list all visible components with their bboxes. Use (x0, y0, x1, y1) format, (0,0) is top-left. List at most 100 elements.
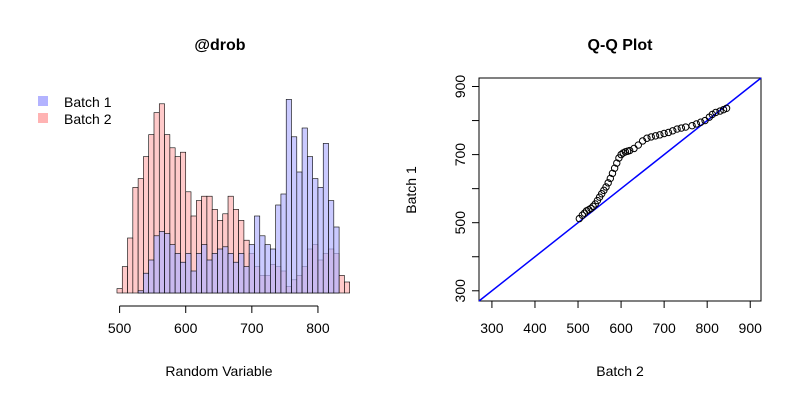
qq-x-tick-label-1: 400 (523, 320, 547, 336)
batch-1-bar-36 (317, 187, 324, 294)
batch-2-bar-43 (344, 281, 350, 294)
qq-y-tick-label-3: 900 (452, 75, 468, 99)
histogram-x-tick-label-1: 600 (174, 320, 198, 336)
qq-point-44 (716, 107, 724, 115)
qq-point-13 (604, 179, 612, 187)
batch-1-bar-2 (137, 290, 144, 294)
batch-1-bar-22 (243, 266, 250, 294)
qq-point-1 (578, 211, 587, 219)
batch-1-bar-25 (259, 235, 266, 294)
qq-point-6 (589, 202, 597, 211)
batch-1-bar-4 (148, 259, 155, 294)
batch-1-bar-15 (206, 259, 213, 294)
batch-1-bar-10 (180, 261, 187, 294)
qq-point-12 (602, 183, 610, 191)
batch-1-bar-3 (143, 272, 150, 294)
batch-1-bar-23 (248, 244, 255, 294)
batch-1-bar-5 (153, 235, 160, 294)
qq-point-38 (692, 120, 701, 128)
qq-x-axis-label: Batch 2 (596, 363, 644, 379)
qq-point-29 (651, 132, 660, 140)
batch-2-bar-5 (143, 156, 150, 294)
batch-1-bar-17 (217, 248, 224, 294)
qq-y-tick-label-0: 300 (452, 279, 468, 303)
batch-1-bar-19 (227, 253, 234, 294)
qq-x-tick-label-5: 800 (696, 320, 720, 336)
qq-x-tick-label-3: 600 (609, 320, 633, 336)
qq-y-axis: 300 500 700 900 (452, 75, 479, 303)
batch-1-bar-26 (264, 244, 271, 294)
batch-1-bar-13 (196, 253, 202, 294)
qq-point-23 (625, 146, 634, 155)
batch-1-bars (137, 99, 340, 294)
batch-1-bar-38 (328, 200, 335, 294)
batch-1-bar-7 (164, 233, 171, 294)
batch-1-bar-37 (322, 143, 329, 294)
batch-2-bar-42 (338, 275, 345, 294)
qq-point-37 (688, 121, 696, 130)
batch-1-bar-9 (174, 253, 181, 294)
batch-1-bar-18 (222, 246, 229, 294)
batch-1-bar-32 (296, 171, 303, 294)
qq-x-tick-label-2: 500 (566, 320, 590, 336)
qq-point-27 (643, 134, 651, 142)
batch-1-bar-28 (275, 204, 282, 294)
qq-point-32 (664, 128, 673, 137)
batch-1-bar-27 (270, 248, 276, 294)
batch-1-bar-12 (190, 270, 197, 294)
qq-x-axis: 300 400 500 600 700 800 900 (480, 301, 762, 336)
histogram-x-axis: 500 600 700 800 (108, 305, 330, 336)
qq-point-36 (681, 123, 690, 131)
qq-y-tick-label-2: 700 (452, 143, 468, 167)
qq-x-tick-label-0: 300 (480, 320, 504, 336)
qq-point-34 (673, 125, 681, 133)
qq-point-5 (587, 204, 595, 213)
batch-1-bar-33 (301, 127, 308, 294)
qq-points (575, 104, 731, 223)
qq-point-35 (677, 124, 686, 132)
qq-point-46 (722, 104, 731, 113)
batch-1-bar-24 (254, 215, 261, 294)
histogram-legend: Batch 1 Batch 2 (38, 94, 112, 127)
qq-plot-title: Q-Q Plot (588, 37, 654, 54)
qq-y-axis-label: Batch 1 (403, 166, 419, 214)
qq-point-39 (697, 118, 705, 126)
batch-1-bar-29 (280, 193, 287, 294)
legend-swatch-batch-2 (38, 113, 48, 123)
batch-2-bar-0 (116, 288, 123, 294)
legend-label-batch-1: Batch 1 (64, 94, 112, 110)
legend-swatch-batch-1 (38, 96, 48, 106)
batch-2-bar-3 (132, 187, 139, 294)
legend-label-batch-2: Batch 2 (64, 111, 112, 127)
batch-1-bar-34 (307, 156, 313, 294)
histogram-x-axis-label: Random Variable (165, 363, 272, 379)
qq-point-28 (647, 133, 655, 141)
batch-1-bar-35 (312, 178, 319, 294)
batch-1-bar-20 (233, 261, 239, 294)
qq-y-tick-label-1: 500 (452, 211, 468, 235)
batch-1-bar-21 (238, 253, 245, 294)
batch-1-bar-31 (291, 136, 298, 294)
batch-1-bar-8 (169, 244, 176, 294)
batch-1-bar-16 (211, 253, 218, 294)
qq-point-43 (712, 108, 720, 117)
batch-1-bar-39 (333, 226, 340, 294)
batch-1-bar-11 (185, 253, 192, 294)
batch-2-bar-1 (121, 266, 128, 294)
qq-point-25 (634, 141, 642, 149)
qq-plot-panel: Q-Q Plot 300 400 500 600 700 800 900 300 500 700… (403, 37, 762, 379)
batch-2-bar-2 (127, 237, 134, 294)
qq-point-31 (660, 129, 668, 138)
batch-1-bar-14 (201, 244, 208, 294)
qq-x-tick-label-6: 900 (739, 320, 763, 336)
qq-plot-frame (478, 77, 762, 302)
qq-x-tick-label-4: 700 (652, 320, 676, 336)
histogram-x-tick-label-3: 800 (306, 320, 330, 336)
qq-point-33 (669, 127, 677, 135)
histogram-panel: @drob 500 600 700 800 Random Variable Batch… (38, 37, 350, 379)
histogram-x-tick-label-0: 500 (108, 320, 132, 336)
histogram-title: @drob (194, 37, 245, 54)
batch-1-bar-6 (158, 231, 165, 294)
